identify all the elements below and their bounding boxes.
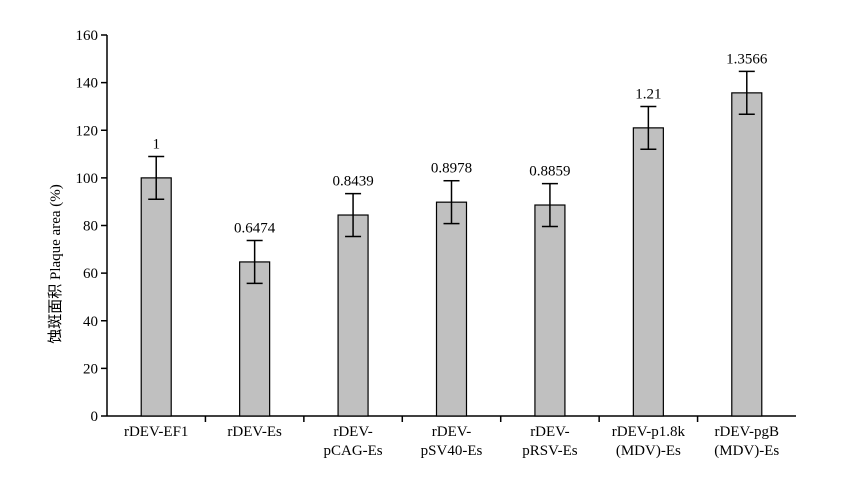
x-category-label: rDEV- xyxy=(333,424,372,440)
y-tick-label: 0 xyxy=(91,409,99,425)
y-tick-label: 20 xyxy=(83,361,98,377)
bar xyxy=(140,177,172,417)
data-label: 0.8978 xyxy=(431,161,472,177)
y-tick-label: 40 xyxy=(83,314,98,330)
data-label: 0.8439 xyxy=(332,174,373,190)
x-category-label: pRSV-Es xyxy=(522,443,577,459)
y-tick-label: 60 xyxy=(83,266,98,282)
y-tick-label: 140 xyxy=(76,76,99,92)
data-label: 1.3566 xyxy=(726,51,768,67)
data-label: 0.6474 xyxy=(234,221,276,237)
x-category-label: rDEV- xyxy=(432,424,471,440)
x-category-label: rDEV-Es xyxy=(227,424,282,440)
y-tick-label: 160 xyxy=(76,28,99,44)
y-axis-title: 蚀斑面积 Plaque area (%) xyxy=(47,184,64,344)
x-category-label: rDEV- xyxy=(530,424,569,440)
y-tick-label: 100 xyxy=(76,171,99,187)
data-label: 1 xyxy=(152,136,160,152)
bar xyxy=(239,261,271,417)
y-axis-title-group: 蚀斑面积 Plaque area (%) xyxy=(47,184,64,344)
x-category-label: (MDV)-Es xyxy=(714,443,779,459)
data-label: 1.21 xyxy=(635,86,661,102)
x-category-label: rDEV-EF1 xyxy=(124,424,188,440)
y-tick-label: 80 xyxy=(83,219,98,235)
data-label: 0.8859 xyxy=(529,164,570,180)
bar xyxy=(534,204,566,417)
y-tick-label: 120 xyxy=(76,123,99,139)
bar xyxy=(632,127,664,417)
x-category-label: rDEV-pgB xyxy=(715,424,779,440)
bar xyxy=(337,214,369,417)
x-category-label: pCAG-Es xyxy=(323,443,382,459)
x-category-label: (MDV)-Es xyxy=(616,443,681,459)
x-category-label: pSV40-Es xyxy=(421,443,483,459)
plot-area: 0 20 40 60 80 100 120 140 160 1 rDEV-EF1 0.6474 rDEV… xyxy=(76,28,796,459)
bar xyxy=(731,92,763,417)
bar xyxy=(435,201,468,417)
x-category-label: rDEV-p1.8k xyxy=(612,424,686,440)
